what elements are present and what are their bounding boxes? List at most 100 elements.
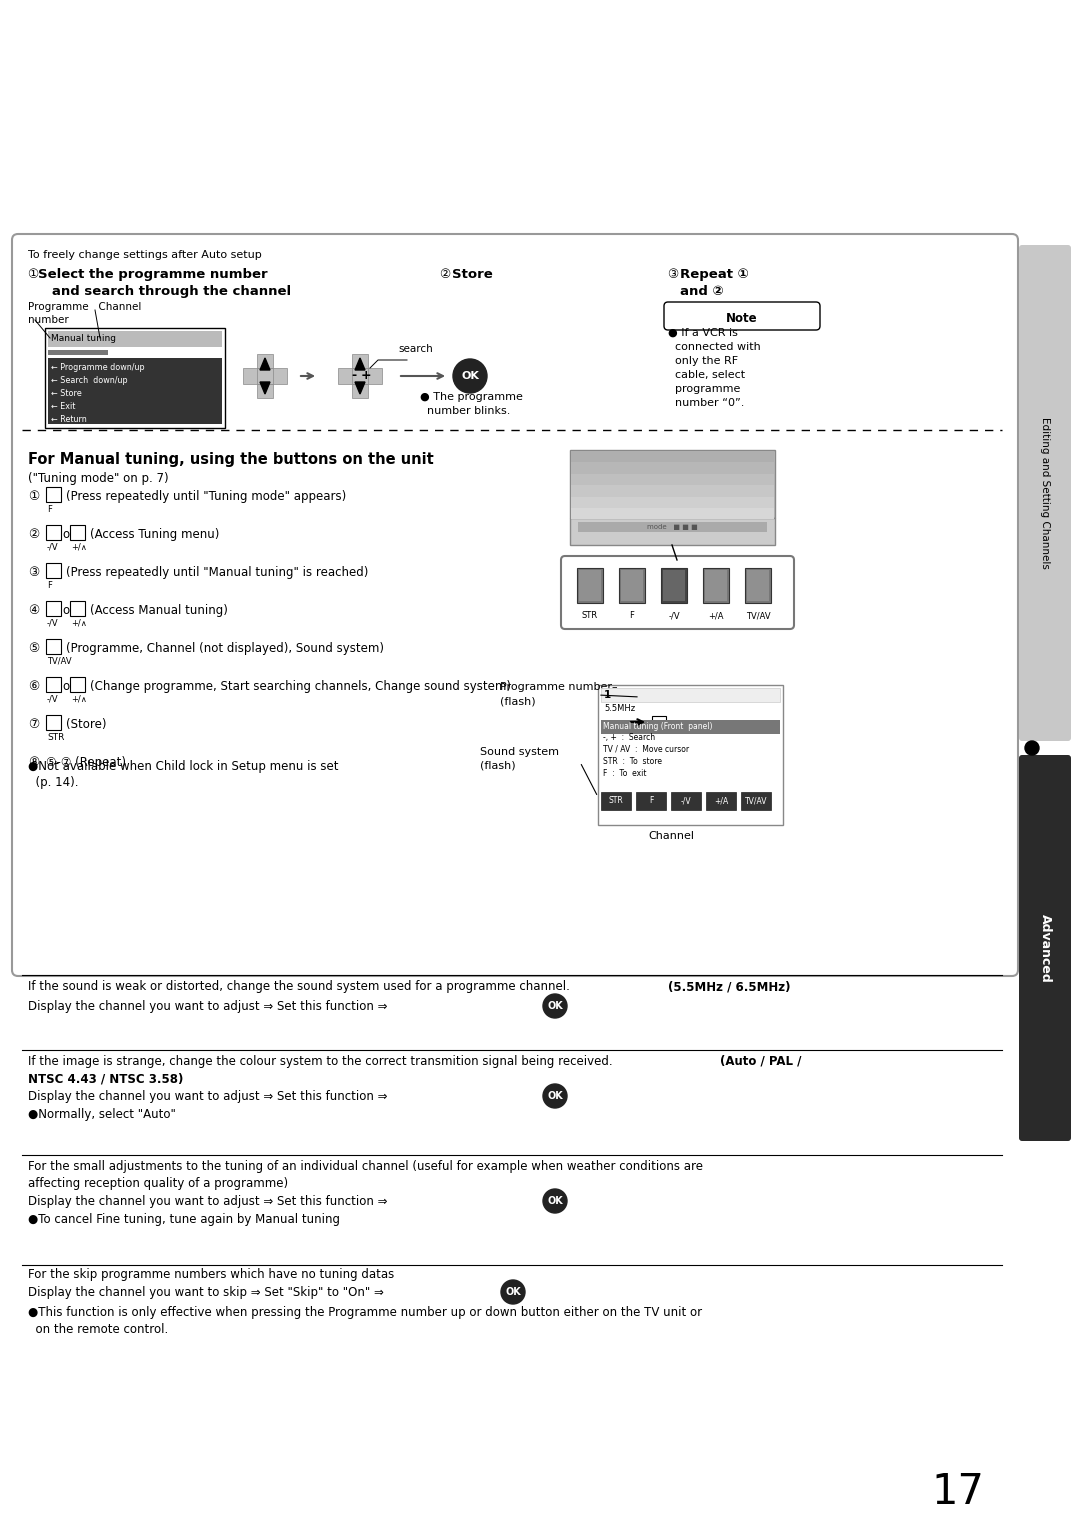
Polygon shape [355, 358, 365, 370]
Bar [70, 601, 85, 616]
Circle shape [501, 1280, 525, 1303]
Text: Display the channel you want to adjust ⇒ Set this function ⇒: Display the channel you want to adjust ⇒… [28, 999, 391, 1013]
Text: ⑧: ⑧ [28, 756, 39, 769]
Circle shape [543, 1083, 567, 1108]
Text: +/A: +/A [714, 796, 728, 805]
Bar [577, 568, 603, 604]
Text: -/V: -/V [48, 695, 58, 704]
Bar [269, 368, 287, 384]
Text: search: search [399, 344, 433, 354]
Text: OK: OK [505, 1287, 521, 1297]
Bar [663, 570, 685, 601]
Polygon shape [260, 358, 270, 370]
Bar [48, 350, 108, 354]
Text: or: or [62, 529, 75, 541]
Bar [571, 474, 774, 486]
Text: For Manual tuning, using the buttons on the unit: For Manual tuning, using the buttons on … [28, 452, 434, 468]
Bar [600, 792, 631, 810]
Bar [741, 792, 771, 810]
Text: Programme number–: Programme number– [500, 681, 618, 692]
Bar [621, 570, 643, 601]
Text: F: F [48, 581, 52, 590]
Bar [619, 568, 645, 604]
Bar [257, 380, 273, 397]
Text: (Press repeatedly until "Tuning mode" appears): (Press repeatedly until "Tuning mode" ap… [66, 490, 347, 503]
Text: (Change programme, Start searching channels, Change sound system): (Change programme, Start searching chann… [90, 680, 511, 694]
Text: TV/AV: TV/AV [745, 796, 767, 805]
Text: ●This function is only effective when pressing the Programme number up or down b: ●This function is only effective when pr… [28, 1306, 702, 1319]
Text: ← Exit: ← Exit [51, 402, 76, 411]
Bar [46, 526, 60, 539]
Text: Display the channel you want to adjust ⇒ Set this function ⇒: Display the channel you want to adjust ⇒… [28, 1195, 391, 1209]
Text: Sound system: Sound system [480, 747, 559, 756]
Bar [46, 562, 60, 578]
Bar [747, 570, 769, 601]
Text: (p. 14).: (p. 14). [28, 776, 79, 788]
Bar [70, 677, 85, 692]
Text: 17: 17 [932, 1471, 985, 1513]
Text: +: + [361, 368, 372, 382]
Text: or: or [62, 680, 75, 694]
Text: For the small adjustments to the tuning of an individual channel (useful for exa: For the small adjustments to the tuning … [28, 1160, 703, 1174]
Text: ②: ② [440, 267, 456, 281]
Text: If the image is strange, change the colour system to the correct transmition sig: If the image is strange, change the colo… [28, 1054, 617, 1068]
Bar [364, 368, 382, 384]
Text: (flash): (flash) [480, 761, 515, 772]
Text: STR  :  To  store: STR : To store [603, 756, 662, 766]
Text: STR: STR [582, 611, 598, 620]
Bar [352, 354, 368, 371]
Text: ⑦: ⑦ [28, 718, 39, 730]
Text: Display the channel you want to adjust ⇒ Set this function ⇒: Display the channel you want to adjust ⇒… [28, 1089, 391, 1103]
Text: (flash): (flash) [500, 695, 536, 706]
Bar [257, 354, 273, 371]
Bar [571, 507, 774, 520]
Bar [600, 688, 780, 701]
Bar [571, 451, 774, 463]
Text: +/A: +/A [708, 611, 724, 620]
Text: -/V: -/V [680, 796, 691, 805]
Text: number: number [28, 315, 69, 325]
Text: OK: OK [461, 371, 478, 380]
Text: If the sound is weak or distorted, change the sound system used for a programme : If the sound is weak or distorted, chang… [28, 979, 573, 993]
Text: Select the programme number: Select the programme number [38, 267, 268, 281]
Text: ● The programme: ● The programme [420, 393, 523, 402]
FancyBboxPatch shape [1020, 755, 1071, 1141]
Text: Manual tuning (Front  panel): Manual tuning (Front panel) [603, 723, 713, 730]
Polygon shape [260, 382, 270, 394]
Polygon shape [355, 382, 365, 394]
Text: TV/AV: TV/AV [48, 657, 71, 666]
Text: F  :  To  exit: F : To exit [603, 769, 647, 778]
Text: ●Normally, select "Auto": ●Normally, select "Auto" [28, 1108, 176, 1122]
Bar [745, 568, 771, 604]
Text: Manual tuning: Manual tuning [51, 335, 116, 342]
Text: -: - [351, 368, 356, 382]
Bar [352, 368, 368, 384]
Bar [578, 523, 767, 532]
Text: connected with: connected with [669, 342, 760, 351]
Bar [705, 570, 727, 601]
Text: (Access Tuning menu): (Access Tuning menu) [90, 529, 219, 541]
Text: Channel: Channel [648, 831, 694, 840]
Circle shape [543, 1189, 567, 1213]
Text: Store: Store [453, 267, 492, 281]
Text: 5.5MHz: 5.5MHz [604, 704, 635, 714]
Text: (Press repeatedly until "Manual tuning" is reached): (Press repeatedly until "Manual tuning" … [66, 565, 368, 579]
Text: Display the channel you want to skip ⇒ Set "Skip" to "On" ⇒: Display the channel you want to skip ⇒ S… [28, 1287, 388, 1299]
Text: +/∧: +/∧ [71, 619, 86, 628]
Text: on the remote control.: on the remote control. [28, 1323, 168, 1335]
Text: NTSC 4.43 / NTSC 3.58): NTSC 4.43 / NTSC 3.58) [28, 1073, 184, 1085]
Text: and ②: and ② [680, 286, 724, 298]
Bar [70, 526, 85, 539]
Text: Note: Note [726, 312, 758, 324]
Text: ● If a VCR is: ● If a VCR is [669, 329, 738, 338]
Text: number “0”.: number “0”. [669, 397, 744, 408]
Text: mode   ■ ■ ■: mode ■ ■ ■ [647, 524, 698, 530]
Text: F: F [657, 718, 661, 727]
Text: ← Return: ← Return [51, 416, 86, 423]
Bar [600, 720, 780, 733]
Text: (Store): (Store) [66, 718, 107, 730]
FancyBboxPatch shape [1020, 244, 1071, 741]
Text: and search through the channel: and search through the channel [38, 286, 292, 298]
Text: Editing and Setting Channels: Editing and Setting Channels [1040, 417, 1050, 568]
Text: -/V: -/V [48, 542, 58, 552]
